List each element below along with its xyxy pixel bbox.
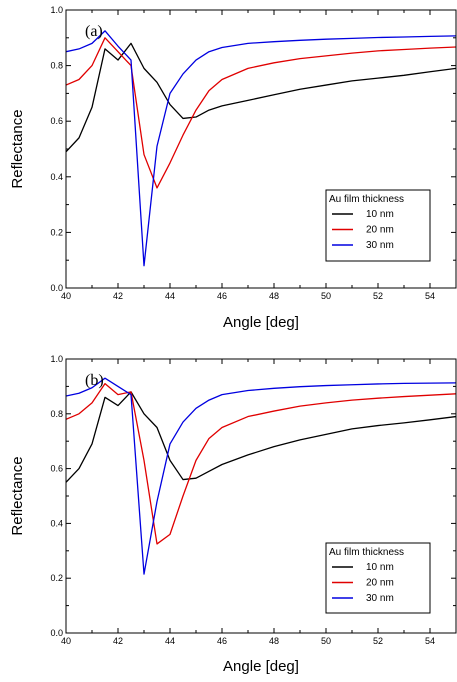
x-tick-label: 52 <box>373 291 383 301</box>
x-tick-label: 42 <box>113 636 123 646</box>
panel-label: (a) <box>85 23 103 40</box>
legend-entry: 10 nm <box>366 209 394 220</box>
chart-panel-b: 40 42 44 46 48 50 52 54 0.0 0.2 0.4 0.6 0.8 1.0 Angle … <box>9 354 457 675</box>
y-tick-label: 0.6 <box>50 116 63 126</box>
legend-box <box>325 189 431 262</box>
legend-entry: 30 nm <box>366 240 394 251</box>
y-axis-title: Reflectance <box>9 456 26 535</box>
x-tick-label: 46 <box>217 636 227 646</box>
legend-entry: 10 nm <box>366 562 394 573</box>
y-tick-label: 0.8 <box>50 61 63 71</box>
y-axis-title: Reflectance <box>9 109 26 188</box>
x-tick-label: 50 <box>321 291 331 301</box>
x-tick-label: 54 <box>425 636 435 646</box>
x-tick-label: 44 <box>165 636 175 646</box>
y-tick-label: 0.8 <box>50 409 63 419</box>
x-tick-label: 46 <box>217 291 227 301</box>
series-line-10-nm <box>66 42 456 153</box>
legend-title: Au film thickness <box>329 194 404 205</box>
x-axis-title: Angle [deg] <box>223 658 299 675</box>
y-tick-label: 0.2 <box>50 227 63 237</box>
panel-label: (b) <box>85 372 104 389</box>
series-line-30-nm <box>66 377 456 575</box>
chart-panel-a: 40 42 44 46 48 50 52 54 0.0 0.2 0.4 0.6 0.8 1.0 Angle … <box>9 5 457 331</box>
series-line-10-nm <box>66 391 456 483</box>
legend-entry: 30 nm <box>366 593 394 604</box>
legend-entry: 20 nm <box>366 578 394 589</box>
y-tick-label: 1.0 <box>50 5 63 15</box>
y-tick-label: 0.0 <box>50 628 63 638</box>
x-tick-label: 40 <box>61 291 71 301</box>
legend-entry: 20 nm <box>366 225 394 236</box>
x-tick-label: 54 <box>425 291 435 301</box>
y-tick-label: 0.2 <box>50 573 63 583</box>
x-tick-label: 48 <box>269 291 279 301</box>
y-tick-label: 1.0 <box>50 354 63 364</box>
y-tick-label: 0.4 <box>50 172 63 182</box>
y-tick-label: 0.6 <box>50 464 63 474</box>
x-tick-label: 42 <box>113 291 123 301</box>
x-tick-label: 52 <box>373 636 383 646</box>
legend-title: Au film thickness <box>329 547 404 558</box>
x-tick-label: 44 <box>165 291 175 301</box>
series-line-20-nm <box>66 37 456 189</box>
series-line-20-nm <box>66 383 456 545</box>
series-line-30-nm <box>66 30 456 267</box>
x-axis-title: Angle [deg] <box>223 314 299 331</box>
y-tick-label: 0.4 <box>50 518 63 528</box>
x-tick-label: 40 <box>61 636 71 646</box>
legend-box <box>325 542 431 614</box>
x-tick-label: 50 <box>321 636 331 646</box>
y-tick-label: 0.0 <box>50 283 63 293</box>
x-tick-label: 48 <box>269 636 279 646</box>
